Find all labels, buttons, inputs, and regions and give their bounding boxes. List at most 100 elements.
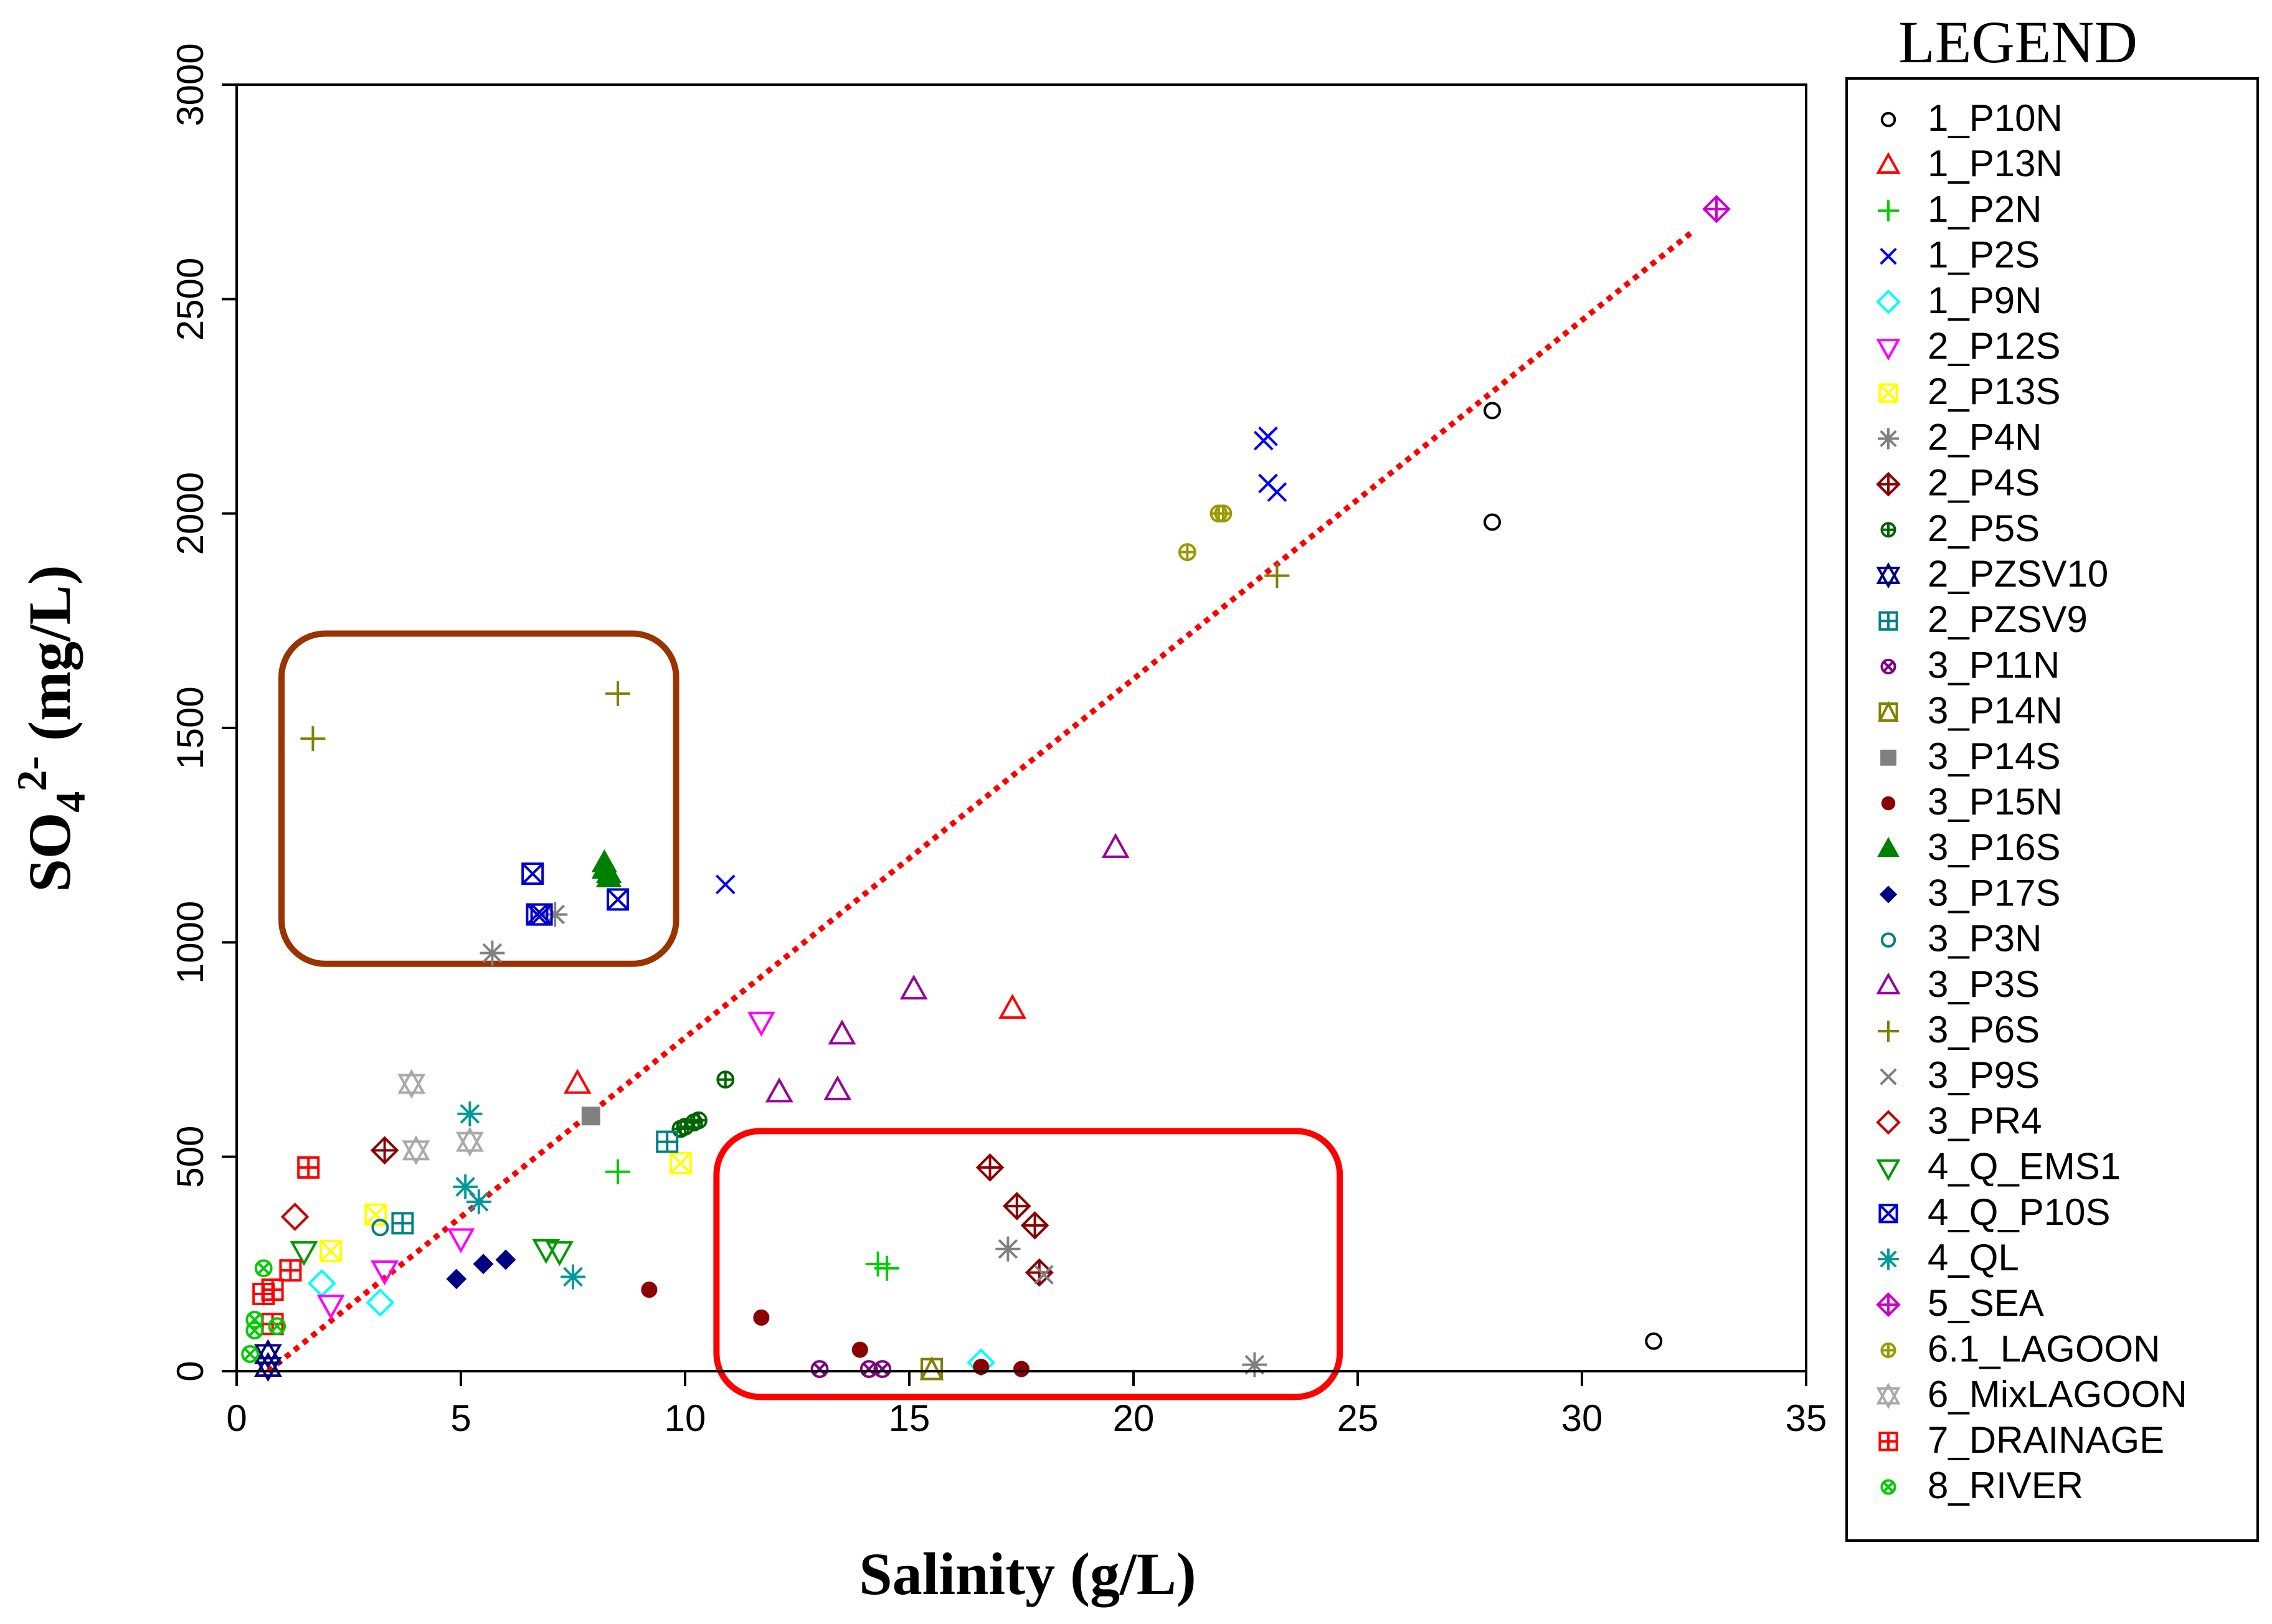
data-point-2_PZSV10 — [253, 1339, 282, 1369]
legend-title: LEGEND — [1898, 9, 2137, 75]
legend-label: 4_Q_EMS1 — [1928, 1146, 2121, 1187]
legend-label: 4_Q_P10S — [1928, 1191, 2111, 1233]
annotations-layer — [266, 228, 1696, 1400]
legend-entry: 2_PZSV9 — [1878, 598, 2088, 640]
data-point-6_MixLAGOON — [455, 1126, 484, 1157]
x-axis: 0 5 10 15 20 25 30 35 — [226, 1371, 1827, 1439]
legend-marker — [1878, 1432, 1898, 1452]
legend-box — [1845, 77, 2259, 1542]
data-point-3_P6S — [1264, 563, 1290, 588]
legend-label: 1_P2S — [1928, 234, 2040, 276]
legend-entry: 7_DRAINAGE — [1878, 1419, 2164, 1461]
data-point-4_QL — [457, 1101, 483, 1126]
data-point-3_P15N — [1013, 1361, 1030, 1377]
legend-marker — [1880, 247, 1897, 265]
y-axis: 0 500 1000 1500 2000 2500 3000 — [169, 43, 237, 1382]
legend-label: 2_P5S — [1928, 507, 2040, 549]
legend-marker — [1878, 1021, 1899, 1042]
y-tick-label: 500 — [169, 1126, 211, 1188]
legend-label: 7_DRAINAGE — [1928, 1419, 2164, 1461]
legend-items: 1_P10N1_P13N1_P2N1_P2S1_P9N2_P12S2_P13S2… — [1876, 97, 2187, 1506]
legend-marker — [1876, 972, 1901, 994]
data-point-3_P15N — [641, 1282, 658, 1298]
data-point-1_P10N — [1484, 402, 1501, 420]
legend-marker — [1878, 611, 1898, 631]
legend-label: 3_P9S — [1928, 1054, 2040, 1096]
legend-marker — [1876, 152, 1901, 174]
legend-marker — [1880, 111, 1896, 128]
x-tick-label: 15 — [889, 1397, 930, 1439]
legend-entry: 1_P13N — [1876, 143, 2063, 184]
data-point-2_P4S — [370, 1136, 399, 1165]
data-point-3_P15N — [851, 1341, 868, 1358]
legend-marker — [1880, 658, 1896, 674]
legend-marker — [1879, 885, 1898, 904]
legend-marker — [1880, 749, 1896, 766]
data-point-3_P11N — [873, 1360, 892, 1378]
x-tick-label: 10 — [665, 1397, 706, 1439]
legend-marker — [1878, 200, 1899, 222]
data-point-1_P2N — [874, 1255, 899, 1281]
y-tick-label: 2500 — [169, 258, 211, 341]
data-point-3_P3S — [765, 1077, 793, 1103]
legend-entry: 1_P2S — [1880, 234, 2040, 276]
data-point-2_P12S — [447, 1228, 475, 1253]
legend-label: 6_MixLAGOON — [1928, 1374, 2187, 1415]
data-point-4_Q_P10S — [530, 903, 553, 926]
data-point-3_P3S — [828, 1019, 856, 1045]
legend-marker — [1878, 1249, 1899, 1270]
legend-label: 3_P3N — [1928, 918, 2042, 960]
legend-entry: 1_P9N — [1876, 280, 2042, 321]
y-tick-label: 1000 — [169, 901, 211, 984]
legend-label: 3_P15N — [1928, 781, 2063, 823]
legend-entry: 3_P17S — [1879, 872, 2061, 913]
legend-label: 2_P12S — [1928, 325, 2061, 367]
data-point-1_P13N — [563, 1069, 592, 1094]
data-point-2_P13S — [320, 1240, 343, 1263]
legend-marker — [1876, 339, 1901, 361]
data-point-3_P11N — [859, 1360, 878, 1378]
legend-marker — [1880, 1479, 1896, 1495]
highlight-box — [278, 630, 679, 967]
data-point-3_P14S — [581, 1107, 600, 1126]
legend-label: 6.1_LAGOON — [1928, 1328, 2161, 1369]
legend-label: 1_P2N — [1928, 188, 2042, 230]
legend-entry: 3_P15N — [1881, 781, 2063, 823]
legend-label: 8_RIVER — [1928, 1465, 2083, 1506]
y-axis-title: SO42- (mg/L) — [8, 565, 94, 892]
legend-label: 2_PZSV10 — [1928, 553, 2108, 595]
x-tick-label: 35 — [1786, 1397, 1827, 1439]
data-point-8_RIVER — [241, 1345, 260, 1363]
legend-label: 3_PR4 — [1928, 1100, 2042, 1141]
y-tick-label: 0 — [169, 1361, 211, 1381]
data-point-3_P17S — [473, 1253, 494, 1275]
data-point-2_P5S — [716, 1070, 735, 1089]
data-point-8_RIVER — [245, 1321, 264, 1339]
data-point-1_P2S — [1267, 482, 1287, 503]
data-point-7_DRAINAGE — [261, 1278, 284, 1301]
legend-marker — [1881, 796, 1896, 811]
legend-label: 3_P14N — [1928, 690, 2063, 732]
data-point-2_P4S — [1002, 1192, 1031, 1220]
data-point-3_P6S — [300, 726, 326, 752]
legend-label: 1_P9N — [1928, 280, 2042, 321]
data-point-2_P12S — [371, 1260, 399, 1286]
x-tick-label: 30 — [1561, 1397, 1603, 1439]
data-point-3_P3N — [371, 1219, 389, 1237]
data-point-2_P4N — [995, 1236, 1021, 1262]
legend-entry: 3_P16S — [1877, 826, 2061, 868]
legend-entry: 2_P5S — [1880, 507, 2040, 549]
legend-marker — [1876, 1292, 1901, 1318]
legend-entry: 4_Q_P10S — [1878, 1191, 2111, 1233]
data-point-3_P6S — [605, 681, 630, 706]
legend-label: 3_P6S — [1928, 1009, 2040, 1050]
data-point-7_DRAINAGE — [279, 1259, 302, 1282]
y-tick-label: 2000 — [169, 472, 211, 555]
legend-entry: 3_P14S — [1880, 735, 2061, 777]
data-point-8_RIVER — [268, 1317, 286, 1336]
trend-line — [266, 228, 1696, 1374]
legend-marker — [1876, 471, 1901, 497]
x-axis-title: Salinity (g/L) — [859, 1541, 1196, 1607]
data-point-2_P13S — [669, 1151, 692, 1174]
x-tick-label: 5 — [450, 1397, 471, 1439]
